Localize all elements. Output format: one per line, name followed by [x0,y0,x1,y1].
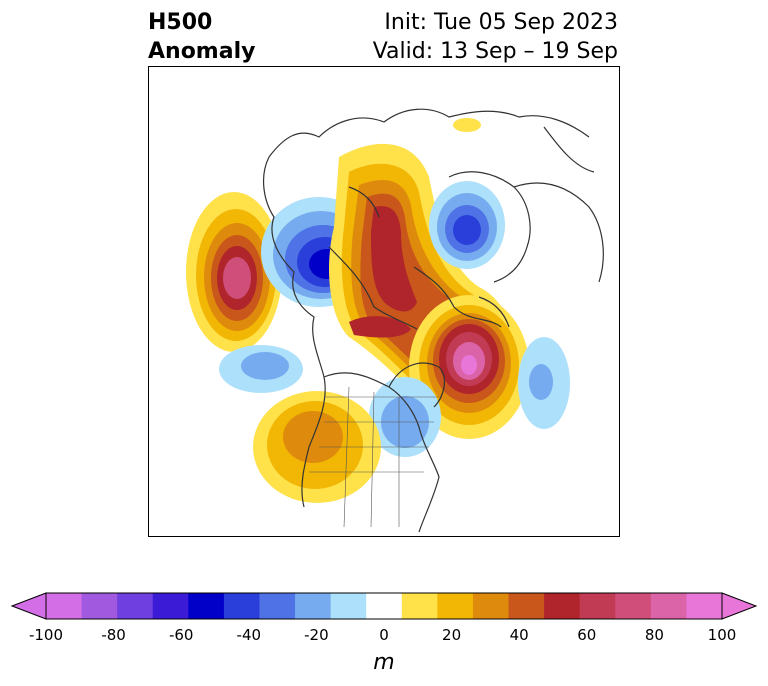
colorbar-cell [686,593,723,619]
colorbar-outline [45,592,723,620]
colorbar-cell [579,593,616,619]
colorbar-cell [223,593,260,619]
colorbar-tick-label: 0 [379,626,389,644]
map-svg [186,108,604,533]
colorbar-cell [544,593,581,619]
valid-range: Valid: 13 Sep – 19 Sep [372,39,618,64]
colorbar-cell [366,593,403,619]
anomaly-contour [529,364,553,400]
colorbar-tick-label: 60 [577,626,597,644]
map-title: H500 Anomaly [148,8,255,66]
colorbar-tick-label: -40 [236,626,262,644]
anomaly-contour [223,257,251,299]
colorbar-cell [295,593,332,619]
colorbar-extend-left [10,592,47,620]
coastlines [263,108,604,533]
colorbar-extend-right [721,592,758,620]
colorbar-unit: m [373,650,395,675]
anomaly-contour [453,215,481,245]
colorbar-cell [472,593,510,619]
colorbar-cell [650,593,687,619]
colorbar-cell [188,593,225,619]
colorbar-cell [508,593,545,619]
colorbar-cell [615,593,652,619]
anomaly-contour [461,355,477,375]
anomaly-contour [453,118,481,132]
colorbar-tick-label: -20 [304,626,329,644]
anomaly-contour [349,316,411,338]
title-variable: H500 [148,10,213,35]
colorbar [10,592,758,620]
title-field: Anomaly [148,39,256,64]
colorbar-tick-label: -80 [101,626,126,644]
colorbar-tick-label: 100 [707,626,737,644]
state-borders [309,386,439,528]
colorbar-cell [330,593,367,619]
colorbar-tick-label: -60 [168,626,194,644]
colorbar-cell [81,593,118,619]
colorbar-cell [46,593,83,619]
anomaly-contour [371,206,417,312]
colorbar-tick-label: -100 [28,626,64,644]
colorbar-tick-label: 40 [509,626,529,644]
colorbar-cell [401,593,438,619]
colorbar-cell [437,593,474,619]
colorbar-cell [152,593,189,619]
anomaly-map [148,66,620,537]
colorbar-cells [46,593,723,619]
map-subtitle: Init: Tue 05 Sep 2023 Valid: 13 Sep – 19… [373,8,618,66]
colorbar-cell [117,593,154,619]
colorbar-tick-label: 20 [442,626,462,644]
init-date: Init: Tue 05 Sep 2023 [384,10,618,35]
anomaly-field [186,118,570,503]
anomaly-contour [241,352,289,380]
colorbar-tick-label: 80 [644,626,664,644]
colorbar-cell [259,593,296,619]
